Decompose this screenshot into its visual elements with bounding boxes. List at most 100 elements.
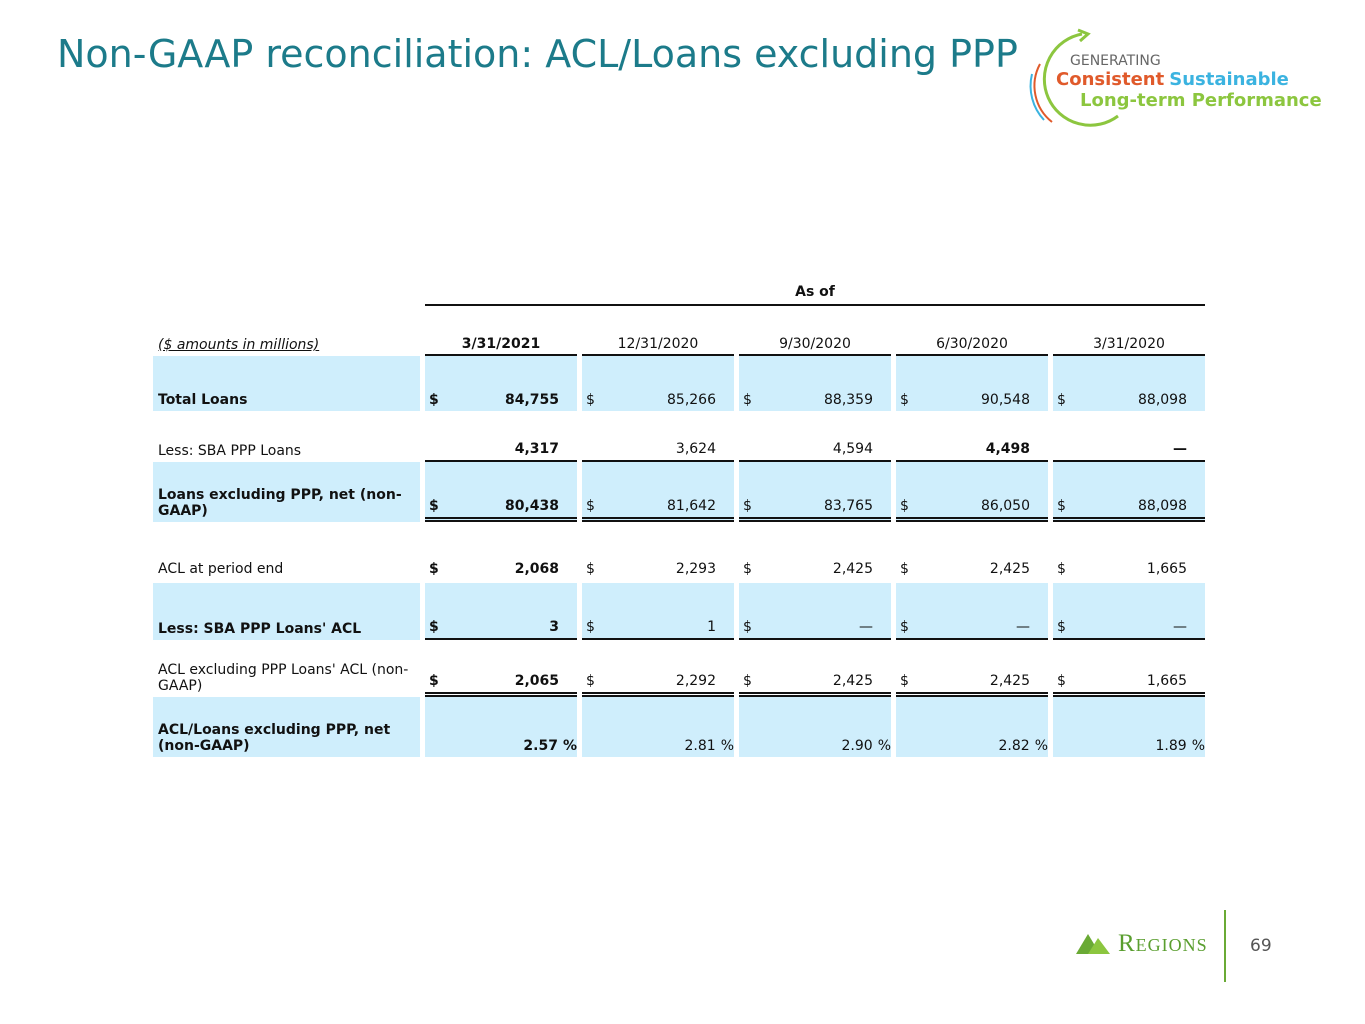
page-number: 69 — [1250, 936, 1272, 956]
value-cell: $1,665 — [1053, 655, 1205, 697]
cell-content: $86,050 — [896, 498, 1048, 517]
table-row: Less: SBA PPP Loans' ACL $3 $1 $ — $ — $ — — [153, 583, 1205, 640]
value-cell: $3 — [425, 583, 577, 640]
brand-triangle — [1088, 938, 1110, 954]
row-label: Less: SBA PPP Loans — [158, 443, 302, 459]
logo-arc — [1042, 32, 1119, 127]
cell-value: 1,665 — [1146, 673, 1187, 689]
logo-arc — [1033, 63, 1053, 123]
currency-sign: $ — [743, 561, 752, 577]
cell-content: $1,665 — [1053, 673, 1205, 692]
cell-value: 80,438 — [504, 498, 559, 514]
column-header: 12/31/2020 — [582, 330, 734, 356]
cell-content: $ — — [1053, 619, 1205, 638]
cell-content: $85,266 — [582, 392, 734, 411]
currency-sign: $ — [586, 673, 595, 689]
cell-content: $ — — [896, 619, 1048, 638]
brand-mark — [1076, 934, 1110, 954]
currency-sign: $ — [743, 498, 752, 514]
table-row: ACL at period end $2,068 $2,293 $2,425 $2,42… — [153, 560, 1205, 580]
value-cell: $81,642 — [582, 462, 734, 522]
logo-word: Sustainable — [1169, 69, 1289, 90]
value-cell: $ — — [896, 583, 1048, 640]
value-cell: $2,425 — [739, 560, 891, 580]
column-header: 6/30/2020 — [896, 330, 1048, 356]
cell-value: — — [1173, 441, 1187, 457]
cell-content: $3 — [425, 619, 577, 638]
currency-sign: $ — [586, 561, 595, 577]
currency-sign: $ — [429, 498, 439, 514]
table-row: Total Loans $84,755 $85,266 $88,359 $90,548 $… — [153, 356, 1205, 411]
cell-value: — — [1173, 619, 1187, 635]
value-cell: 1.89% — [1053, 697, 1205, 757]
value-cell: $2,065 — [425, 655, 577, 697]
logo-arc — [1029, 73, 1045, 121]
currency-sign: $ — [429, 673, 439, 689]
cell-value: 90,548 — [981, 392, 1030, 408]
cell-value: 88,098 — [1138, 392, 1187, 408]
cell-value: 86,050 — [981, 498, 1030, 514]
cell-content: $1 — [582, 619, 734, 638]
logo-text: GENERATING — [1070, 53, 1161, 69]
unit: % — [877, 738, 891, 754]
value-cell: 3,624 — [582, 440, 734, 462]
value-cell: 4,498 — [896, 440, 1048, 462]
unit: % — [1034, 738, 1048, 754]
spacer — [153, 411, 1205, 440]
value-cell: $88,359 — [739, 356, 891, 411]
currency-sign: $ — [586, 392, 595, 408]
currency-sign: $ — [900, 619, 909, 635]
cell-content: $88,098 — [1053, 498, 1205, 517]
row-label: ACL excluding PPP Loans' ACL (non-GAAP) — [158, 662, 409, 694]
currency-sign: $ — [743, 619, 752, 635]
spacer — [153, 306, 1205, 330]
cell-content: $2,292 — [582, 673, 734, 692]
cell-content: $81,642 — [582, 498, 734, 517]
value-cell: 2.82% — [896, 697, 1048, 757]
logo: GENERATING Consistent Sustainable Long-te… — [1029, 28, 1322, 127]
cell-value: 2,425 — [832, 673, 873, 689]
currency-sign: $ — [743, 673, 752, 689]
cell-value: 83,765 — [824, 498, 873, 514]
value-cell: $2,425 — [896, 560, 1048, 580]
currency-sign: $ — [900, 673, 909, 689]
cell-value: 4,594 — [832, 441, 873, 457]
table-row: ACL/Loans excluding PPP, net (non-GAAP) 2… — [153, 697, 1205, 757]
value-cell: 2.81% — [582, 697, 734, 757]
cell-content: $2,293 — [582, 561, 734, 580]
value-cell: $83,765 — [739, 462, 891, 522]
cell-content: 4,317 — [425, 441, 577, 460]
brand-name: Regions — [1118, 930, 1208, 957]
cell-value: 1 — [707, 619, 716, 635]
value-cell: 2.90% — [739, 697, 891, 757]
slide-title: Non-GAAP reconciliation: ACL/Loans exclu… — [57, 32, 1018, 76]
currency-sign: $ — [900, 392, 909, 408]
value-cell: $85,266 — [582, 356, 734, 411]
cell-value: 2,292 — [675, 673, 716, 689]
spacer — [153, 522, 1205, 560]
currency-sign: $ — [429, 619, 439, 635]
cell-value: 3,624 — [675, 441, 716, 457]
row-label: Less: SBA PPP Loans' ACL — [153, 583, 420, 640]
value-cell: $2,293 — [582, 560, 734, 580]
value-cell: $2,292 — [582, 655, 734, 697]
value-cell: 2.57% — [425, 697, 577, 757]
value-cell: 4,594 — [739, 440, 891, 462]
table-row: ACL excluding PPP Loans' ACL (non-GAAP) $… — [153, 655, 1205, 697]
table-row: Less: SBA PPP Loans 4,317 3,624 4,594 4,498 — — [153, 440, 1205, 462]
value-cell: — — [1053, 440, 1205, 462]
cell-content: $2,425 — [739, 561, 891, 580]
cell-value: 4,498 — [985, 441, 1030, 457]
value-cell: $2,425 — [739, 655, 891, 697]
spacer — [153, 640, 1205, 655]
cell-value: 2,068 — [514, 561, 559, 577]
cell-value: 2,425 — [989, 673, 1030, 689]
cell-value: — — [1016, 619, 1030, 635]
unit: % — [720, 738, 734, 754]
value-cell: $90,548 — [896, 356, 1048, 411]
currency-sign: $ — [1057, 392, 1066, 408]
row-label: Total Loans — [153, 356, 420, 411]
cell-content: 2.57% — [425, 738, 577, 757]
currency-sign: $ — [586, 498, 595, 514]
